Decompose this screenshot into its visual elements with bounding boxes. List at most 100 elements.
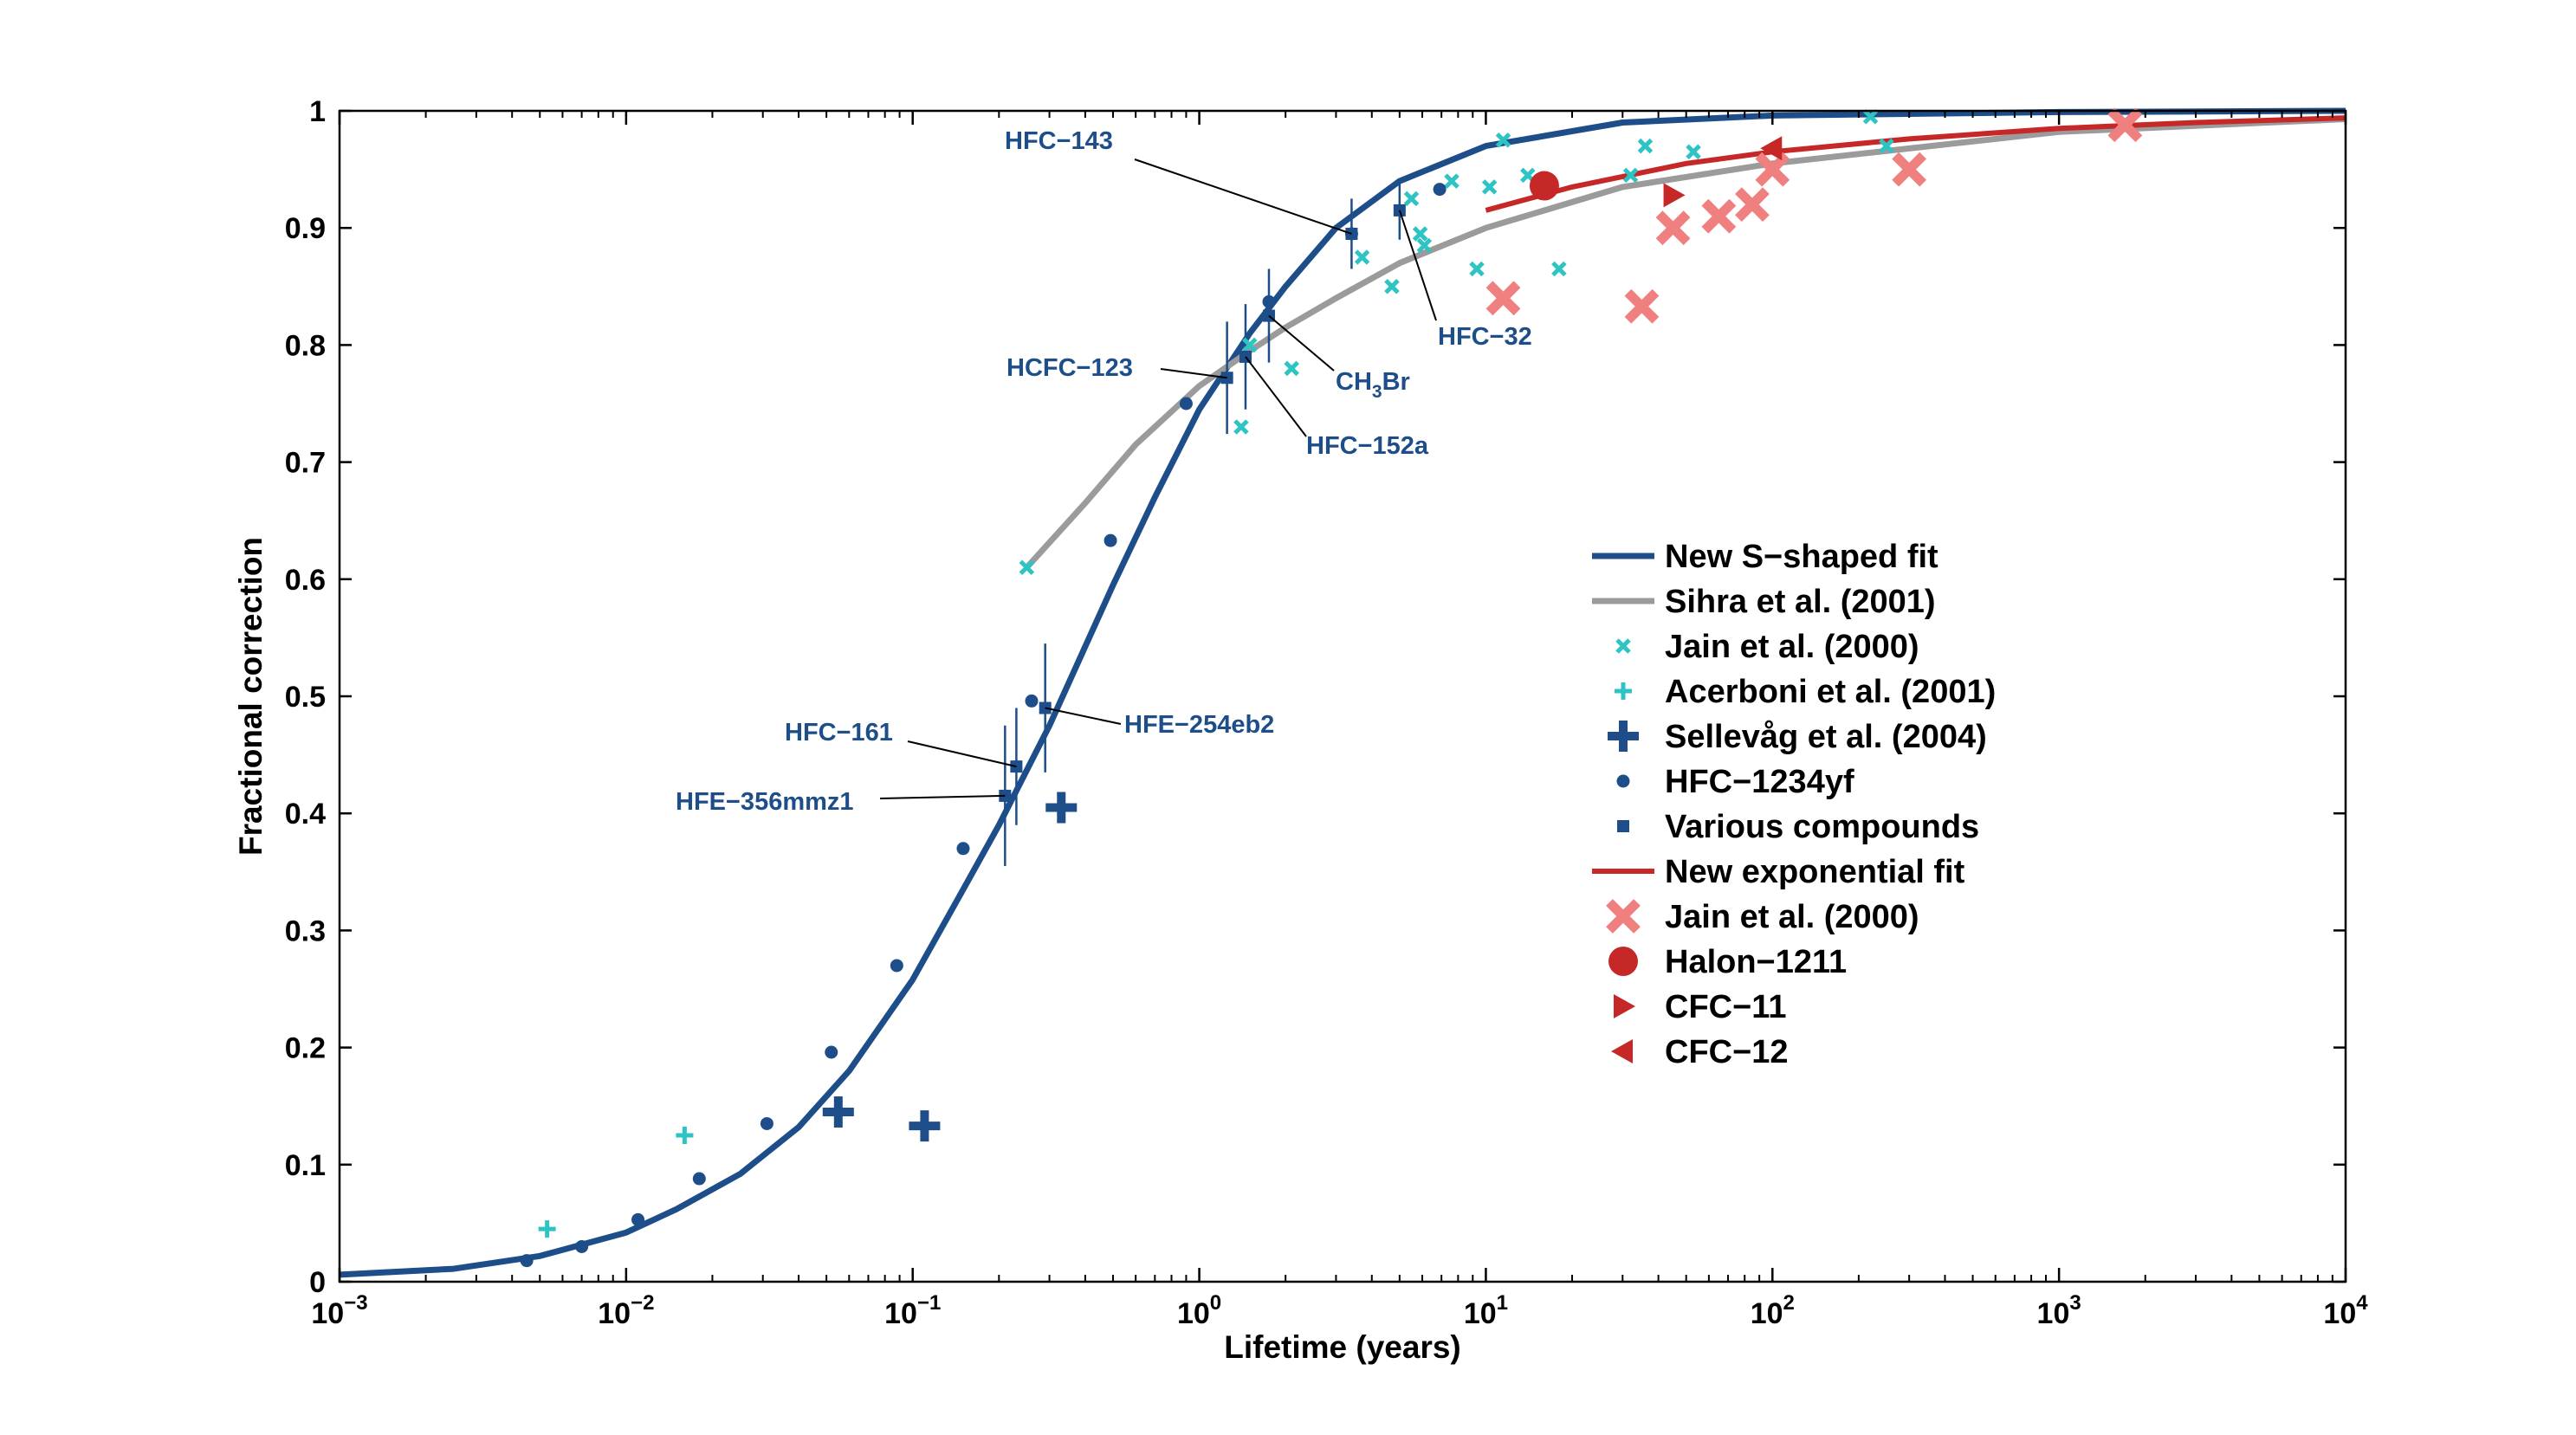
data-point-jain-et-al-2000-2 (1862, 108, 1879, 125)
y-tick-label: 0.7 (285, 447, 326, 480)
data-point-sellev-g-et-al-2004-4 (909, 1110, 941, 1142)
x-tick-label: 101 (1464, 1291, 1508, 1330)
y-tick-label: 0 (309, 1266, 326, 1299)
x-tick-label: 10−3 (311, 1291, 367, 1330)
legend-label: Halon−1211 (1665, 944, 1847, 980)
legend-entry-cfc-11-10: CFC−11 (1614, 989, 1786, 1025)
legend-label: Jain et al. (2000) (1665, 629, 1919, 665)
data-point-jain-et-al-2000-8 (1485, 281, 1521, 316)
y-tick-label: 0.9 (285, 212, 326, 245)
data-point-jain-et-al-2000-2 (1233, 419, 1249, 435)
x-tick-exponent: 1 (1497, 1291, 1508, 1315)
data-point-cfc-11-10 (1663, 183, 1686, 208)
x-tick-exponent: −1 (917, 1291, 941, 1315)
data-point-jain-et-al-2000-2 (1444, 173, 1460, 189)
x-tick-exponent: −2 (631, 1291, 654, 1315)
data-point-hfc-1234yf-5 (520, 1254, 534, 1268)
data-point-jain-et-al-2000-8 (1701, 198, 1737, 234)
annotation-leader-hfc-32 (1398, 210, 1437, 321)
y-tick-label: 0.2 (285, 1032, 326, 1065)
x-tick-base: 10 (2323, 1297, 2356, 1330)
data-point-jain-et-al-2000-2 (1495, 133, 1511, 148)
x-tick-label: 10−1 (884, 1291, 941, 1330)
data-point-sellev-g-et-al-2004-4 (822, 1096, 854, 1128)
annotation-label-hfe-254eb2: HFE−254eb2 (1124, 711, 1274, 739)
legend-swatch (1614, 994, 1635, 1018)
annotation-subscript: 3 (1372, 382, 1382, 402)
y-tick-label: 0.6 (285, 564, 326, 597)
legend-label: New S−shaped fit (1665, 539, 1938, 575)
legend-swatch (1616, 774, 1630, 788)
annotation-leader-hcfc-123 (1160, 368, 1227, 379)
x-tick-exponent: −3 (344, 1291, 367, 1315)
data-point-halon-1211-9 (1529, 171, 1559, 201)
annotation-label-hfe-356mmz1: HFE−356mmz1 (676, 788, 854, 816)
annotation-leader-hfe-356mmz1 (879, 794, 1006, 799)
annotation-text: HFC−152a (1306, 432, 1429, 460)
data-point-jain-et-al-2000-2 (1637, 138, 1654, 154)
data-point-acerboni-et-al-2001-3 (538, 1220, 556, 1238)
annotation-text: HFC−161 (785, 719, 893, 747)
data-point-hfc-1234yf-5 (760, 1116, 773, 1130)
annotation-text-after: Br (1382, 368, 1410, 396)
data-point-hfc-1234yf-5 (825, 1045, 838, 1059)
annotation-leader-chbr (1268, 314, 1335, 372)
data-point-hfc-1234yf-5 (575, 1239, 589, 1253)
x-tick-label: 104 (2323, 1291, 2368, 1330)
x-tick-base: 10 (1177, 1297, 1210, 1330)
x-tick-base: 10 (1464, 1297, 1497, 1330)
data-point-hfc-1234yf-5 (956, 842, 970, 856)
x-tick-exponent: 3 (2069, 1291, 2081, 1315)
annotation-leaders-layer (879, 158, 1437, 799)
x-tick-label: 10−2 (598, 1291, 654, 1330)
x-tick-exponent: 2 (1783, 1291, 1795, 1315)
data-point-hfc-1234yf-5 (1025, 694, 1039, 708)
legend-swatch (1615, 682, 1632, 700)
annotation-leader-hfc-143 (1134, 158, 1352, 235)
legend-swatch (1611, 1039, 1633, 1063)
data-point-jain-et-al-2000-8 (1735, 187, 1770, 223)
legend-swatch (1608, 947, 1638, 976)
legend-label: Sihra et al. (2001) (1665, 584, 1936, 620)
x-tick-exponent: 0 (1210, 1291, 1221, 1315)
data-point-jain-et-al-2000-2 (1384, 279, 1400, 294)
data-point-jain-et-al-2000-2 (1019, 559, 1035, 576)
legend-entry-hfc-1234yf-5: HFC−1234yf (1616, 764, 1854, 800)
y-tick-label: 0.3 (285, 915, 326, 947)
x-tick-base: 10 (598, 1297, 631, 1330)
legend-label: Sellevåg et al. (2004) (1665, 719, 1987, 755)
data-point-jain-et-al-2000-2 (1551, 261, 1567, 277)
annotation-text: HFC−32 (1438, 323, 1532, 351)
legend-label: Acerboni et al. (2001) (1665, 674, 1996, 710)
data-point-jain-et-al-2000-2 (1412, 226, 1428, 242)
legend: New S−shaped fit Sihra et al. (2001) Jain … (1592, 539, 1996, 1070)
data-point-hfc-1234yf-5 (631, 1212, 645, 1226)
data-point-jain-et-al-2000-2 (1481, 179, 1498, 195)
data-point-jain-et-al-2000-8 (2107, 107, 2143, 143)
data-point-jain-et-al-2000-8 (1892, 152, 1927, 187)
annotation-text: HFE−254eb2 (1124, 711, 1274, 739)
annotation-leader-hfc-161 (907, 740, 1017, 768)
annotations-layer: HFC−143 HFC−32 CH3Br HCFC−123 HFC−152a HFC−16… (676, 127, 1532, 816)
legend-entry-sellev-g-et-al-2004-4: Sellevåg et al. (2004) (1608, 719, 1987, 755)
x-tick-label: 102 (1751, 1291, 1795, 1330)
x-tick-base: 10 (2037, 1297, 2070, 1330)
y-tick-label: 0.4 (285, 798, 326, 831)
legend-entry-new-s-shaped-fit-0: New S−shaped fit (1592, 539, 1938, 575)
legend-entry-cfc-12-11: CFC−12 (1611, 1034, 1789, 1070)
data-point-jain-et-al-2000-2 (1354, 249, 1370, 265)
x-axis-label: Lifetime (years) (1224, 1329, 1461, 1365)
data-point-jain-et-al-2000-2 (1416, 237, 1433, 254)
legend-entry-acerboni-et-al-2001-3: Acerboni et al. (2001) (1615, 674, 1996, 710)
legend-entry-halon-1211-9: Halon−1211 (1608, 944, 1847, 980)
legend-label: HFC−1234yf (1665, 764, 1854, 800)
data-point-jain-et-al-2000-2 (1622, 167, 1639, 184)
y-tick-label: 0.1 (285, 1149, 326, 1182)
data-point-jain-et-al-2000-8 (1624, 288, 1660, 324)
annotation-leader-hfe-254eb2 (1045, 707, 1122, 725)
legend-entry-jain-et-al-2000-2: Jain et al. (2000) (1615, 629, 1919, 665)
data-point-hfc-1234yf-5 (1179, 397, 1193, 410)
